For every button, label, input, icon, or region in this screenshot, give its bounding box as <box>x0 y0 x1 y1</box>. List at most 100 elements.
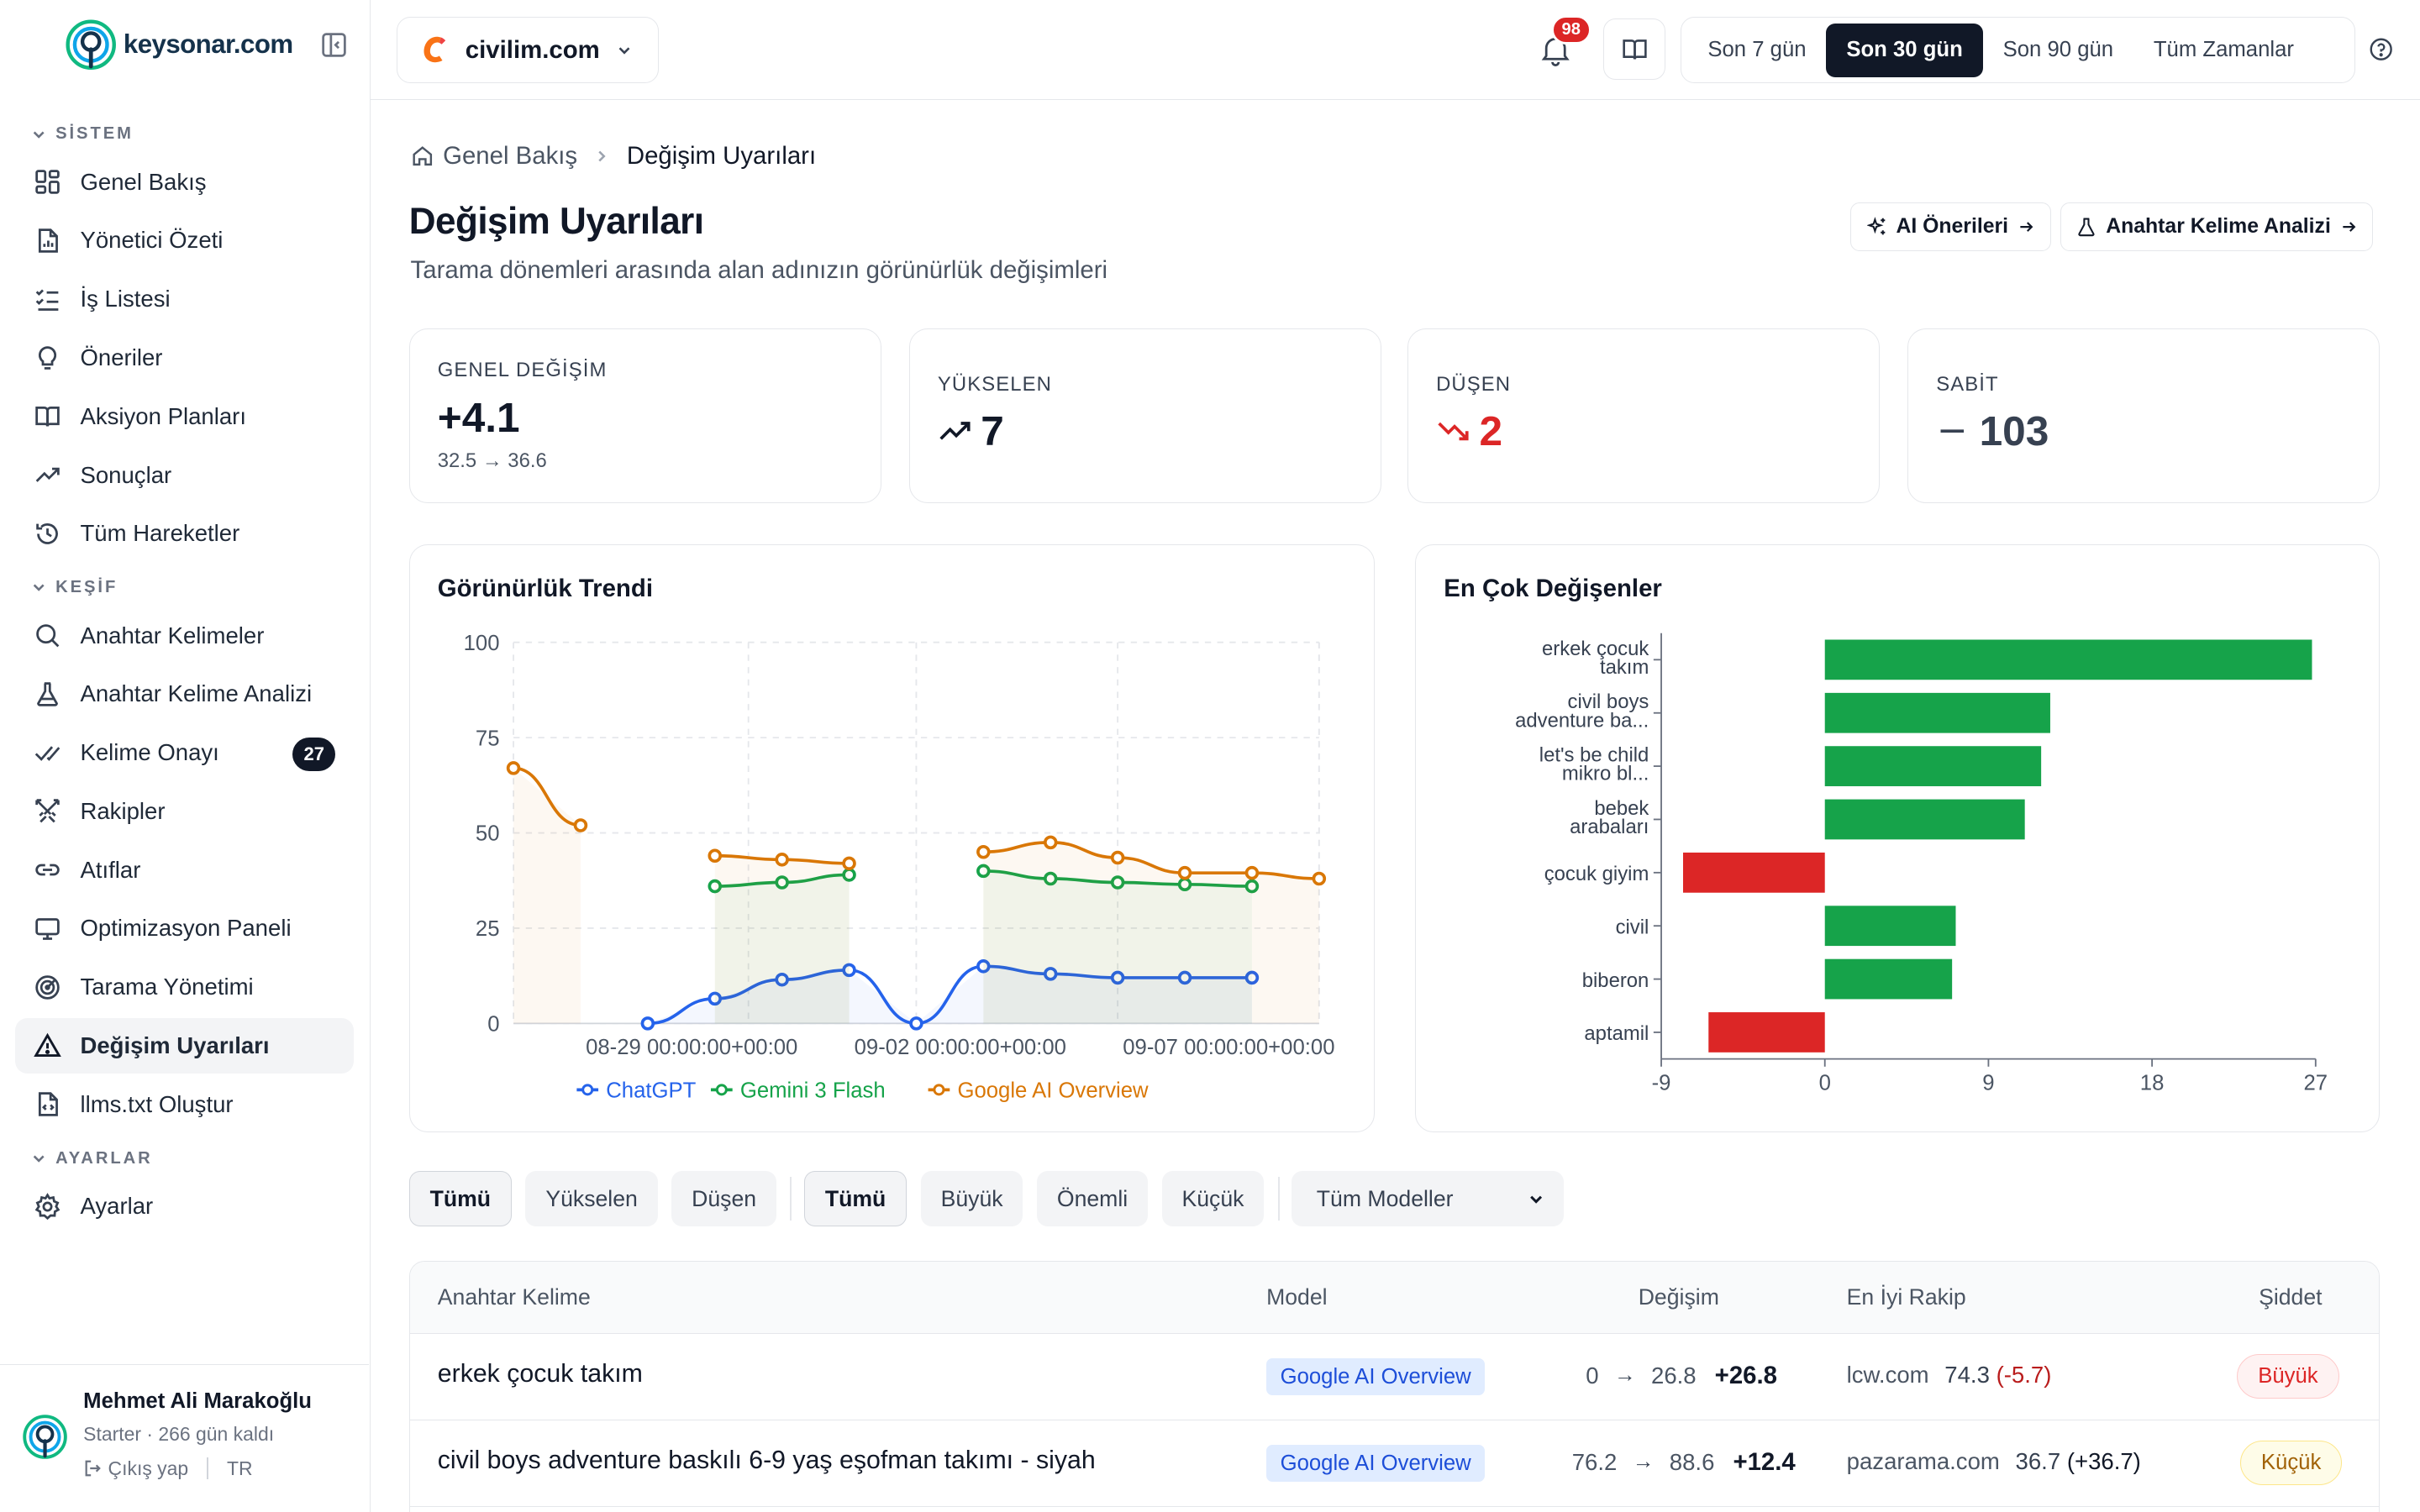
competitor-domain[interactable]: lcw.com <box>1846 1361 1929 1388</box>
range-all-time-button[interactable]: Tüm Zamanlar <box>2153 38 2294 62</box>
sidebar-item-settings[interactable]: Ayarlar <box>15 1179 354 1234</box>
series-line-chatgpt <box>647 964 1252 1026</box>
x-tick-label: 27 <box>2304 1072 2328 1095</box>
visibility-trend-chart[interactable]: 0 25 50 75 100 08-29 00:00:00+00:00 09-02 00:0… <box>410 545 1376 1133</box>
sidebar-item-optimization-panel[interactable]: Optimizasyon Paneli <box>15 900 354 956</box>
filter-severity-significant[interactable]: Önemli <box>1036 1171 1149 1227</box>
y-tick-label: 50 <box>476 822 500 846</box>
sidebar-item-scan-management[interactable]: Tarama Yönetimi <box>15 959 354 1015</box>
bar-çocuk-giyim <box>1683 853 1825 894</box>
column-header-keyword[interactable]: Anahtar Kelime <box>437 1284 591 1310</box>
legend-label: ChatGPT <box>606 1079 696 1103</box>
stat-card-falling: DÜŞEN 2 <box>1407 328 1881 503</box>
breadcrumb-link-overview[interactable]: Genel Bakış <box>443 141 578 170</box>
series-area <box>714 874 850 1024</box>
logout-button[interactable]: Çıkış yap <box>83 1457 188 1480</box>
visibility-trend-panel: Görünürlük Trendi 0 25 50 75 100 08-29 00:00:… <box>408 544 1376 1133</box>
y-tick-label: çocuk giyim <box>1544 863 1649 885</box>
section-label-text: AYARLAR <box>55 1148 153 1168</box>
column-header-change[interactable]: Değişim <box>1638 1284 1719 1310</box>
y-tick-label: civil boys <box>1568 691 1649 714</box>
sidebar-item-suggestions[interactable]: Öneriler <box>15 330 354 386</box>
sidebar-item-label: İş Listesi <box>80 286 171 312</box>
docs-button[interactable] <box>1603 18 1665 81</box>
keyword-cell: erkek çocuk takım <box>437 1360 643 1389</box>
sidebar-item-label: Sonuçlar <box>80 461 172 488</box>
filter-direction-rising[interactable]: Yükselen <box>525 1171 658 1227</box>
sidebar-item-citations[interactable]: Atıflar <box>15 843 354 898</box>
sidebar-item-change-alerts[interactable]: Değişim Uyarıları <box>15 1018 355 1074</box>
chevron-down-icon <box>33 1155 45 1163</box>
sidebar-item-label: llms.txt Oluştur <box>80 1090 234 1117</box>
sidebar-item-task-list[interactable]: İş Listesi <box>15 271 354 327</box>
collapse-sidebar-icon[interactable] <box>320 31 348 59</box>
language-switch[interactable]: TR <box>227 1457 253 1479</box>
section-label-settings[interactable]: AYARLAR <box>0 1142 370 1175</box>
chevron-right-icon <box>598 150 607 162</box>
competitor-domain[interactable]: pazarama.com <box>1846 1447 2000 1474</box>
site-selector[interactable]: civilim.com <box>397 17 660 84</box>
stat-label: DÜŞEN <box>1436 372 1512 396</box>
series-area <box>983 871 1252 1024</box>
dashboard-icon <box>35 170 60 194</box>
competitor-score: 74.3 <box>1944 1361 1990 1388</box>
change-delta: +12.4 <box>1733 1447 1796 1476</box>
stat-label: YÜKSELEN <box>937 372 1052 396</box>
range-90-days-button[interactable]: Son 90 gün <box>2002 38 2114 62</box>
filter-severity-major[interactable]: Büyük <box>920 1171 1023 1227</box>
logo-text: keysonar.com <box>123 29 293 60</box>
range-7-days-button[interactable]: Son 7 gün <box>1707 38 1807 62</box>
change-cell: 0 → 26.8 +26.8 <box>1586 1362 1777 1390</box>
filter-severity-minor[interactable]: Küçük <box>1161 1171 1265 1227</box>
help-icon[interactable] <box>2369 37 2393 61</box>
filter-direction-falling[interactable]: Düşen <box>671 1171 776 1227</box>
sidebar-item-executive-summary[interactable]: Yönetici Özeti <box>15 213 354 268</box>
model-filter-select[interactable]: Tüm Modeller <box>1292 1171 1564 1227</box>
notification-count-badge: 98 <box>1550 15 1591 45</box>
sidebar-item-overview[interactable]: Genel Bakış <box>15 155 354 210</box>
series-line-google-ai-overview <box>513 766 581 827</box>
keyword-analysis-button[interactable]: Anahtar Kelime Analizi <box>2060 202 2374 252</box>
arrow-right-icon: → <box>1613 1363 1636 1388</box>
table-row[interactable]: erkek çocuk takım Google AI Overview 0 →… <box>409 1334 2380 1420</box>
section-label-system[interactable]: SİSTEM <box>0 118 370 151</box>
sidebar-item-action-plans[interactable]: Aksiyon Planları <box>15 389 354 444</box>
ai-suggestions-button[interactable]: AI Önerileri <box>1850 202 2051 252</box>
data-point <box>1177 971 1192 985</box>
keyword-analysis-label: Anahtar Kelime Analizi <box>2106 214 2331 238</box>
series-area <box>513 768 581 1024</box>
y-tick-label: 75 <box>476 727 500 751</box>
column-header-top-competitor[interactable]: En İyi Rakip <box>1846 1284 1966 1310</box>
sidebar-item-keyword-approval[interactable]: Kelime Onayı 27 <box>15 725 354 780</box>
y-tick-label: mikro bl... <box>1562 763 1649 785</box>
logo[interactable]: keysonar.com <box>0 0 370 90</box>
legend-item: ChatGPT <box>576 1079 696 1103</box>
range-30-days-button[interactable]: Son 30 gün <box>1826 23 1983 77</box>
column-header-model[interactable]: Model <box>1266 1284 1328 1310</box>
approval-count-badge: 27 <box>292 737 336 772</box>
ai-suggestions-label: AI Önerileri <box>1896 214 2009 238</box>
model-badge: Google AI Overview <box>1266 1358 1486 1396</box>
user-panel: Mehmet Ali Marakoğlu Starter · 266 gün k… <box>0 1363 369 1512</box>
filter-direction-all[interactable]: Tümü <box>408 1171 512 1227</box>
sidebar-item-llms-txt[interactable]: llms.txt Oluştur <box>15 1077 354 1132</box>
table-row[interactable]: civil boys adventure baskılı 6-9 yaş eşo… <box>409 1420 2380 1507</box>
avatar[interactable] <box>22 1414 68 1460</box>
arrow-right-icon <box>2343 222 2356 232</box>
sidebar-item-keyword-analysis[interactable]: Anahtar Kelime Analizi <box>15 666 354 722</box>
sidebar-item-competitors[interactable]: Rakipler <box>15 784 354 839</box>
data-point <box>708 991 722 1006</box>
filter-severity-all[interactable]: Tümü <box>803 1171 908 1227</box>
y-tick-label: civil <box>1616 916 1649 939</box>
column-header-severity[interactable]: Şiddet <box>2259 1284 2323 1310</box>
chevron-down-icon <box>33 584 45 592</box>
data-point <box>841 856 856 871</box>
sidebar-item-keywords[interactable]: Anahtar Kelimeler <box>15 608 354 664</box>
data-point <box>1110 851 1125 865</box>
flask-icon <box>2078 218 2095 237</box>
section-label-discovery[interactable]: KEŞİF <box>0 570 370 604</box>
sidebar-item-all-movements[interactable]: Tüm Hareketler <box>15 506 354 561</box>
sidebar-item-results[interactable]: Sonuçlar <box>15 448 354 503</box>
sidebar-item-label: Aksiyon Planları <box>80 402 246 429</box>
